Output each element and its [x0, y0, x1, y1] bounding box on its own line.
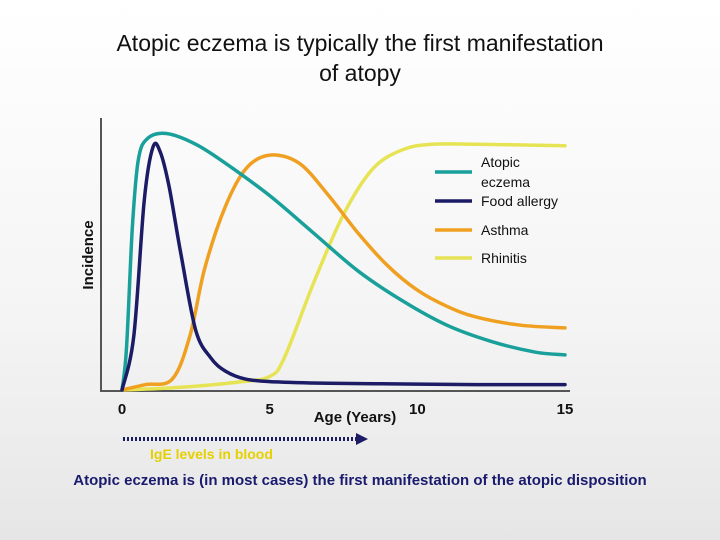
x-tick-label-0: 0 [118, 401, 126, 418]
series-line-food-allergy [120, 141, 567, 392]
ige-note: IgE levels in blood [150, 446, 273, 462]
legend-label-0-1: eczema [481, 174, 530, 190]
series-line-atopic-eczema [120, 131, 567, 392]
page-title: Atopic eczema is typically the first man… [0, 28, 720, 88]
chart-axes [100, 118, 570, 392]
legend-label-3-0: Rhinitis [481, 250, 527, 266]
chart-series [120, 131, 567, 392]
y-axis-title: Incidence [80, 220, 97, 289]
legend-label-0-0: Atopic [481, 154, 520, 170]
series-line-asthma [120, 153, 567, 392]
legend-label-1-0: Food allergy [481, 193, 558, 209]
chart-legend: Atopic eczema Food allergy Asthma Rhinitis [435, 154, 558, 266]
chart-labels: 0 5 10 15 Age (Years) Incidence [80, 220, 573, 445]
ige-arrow [123, 433, 368, 445]
ige-arrow-head [356, 433, 368, 445]
x-tick-label-10: 10 [409, 401, 426, 418]
title-line-1: Atopic eczema is typically the first man… [116, 30, 604, 56]
caption: Atopic eczema is (in most cases) the fir… [73, 472, 647, 489]
x-axis-title: Age (Years) [314, 409, 397, 426]
x-tick-label-5: 5 [265, 401, 273, 418]
legend-label-2-0: Asthma [481, 222, 529, 238]
title-line-2: of atopy [319, 60, 401, 86]
x-tick-label-15: 15 [557, 401, 574, 418]
